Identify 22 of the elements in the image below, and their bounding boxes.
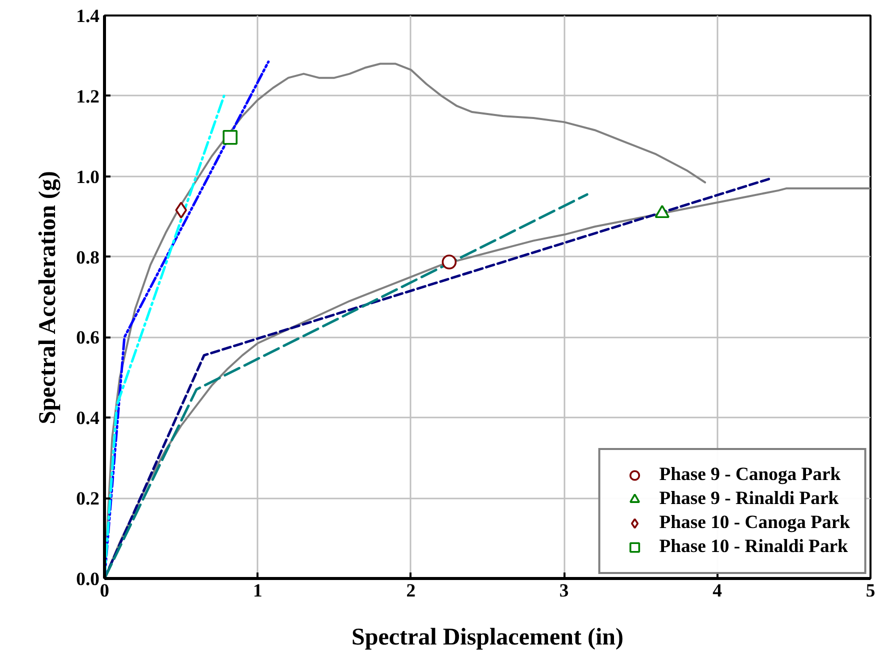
x-tick-label: 2: [406, 580, 416, 602]
x-tick-label: 5: [866, 580, 876, 602]
x-tick-label: 3: [559, 580, 569, 602]
point: [442, 254, 457, 270]
y-tick-label: 0.8: [76, 247, 100, 268]
y-axis-title: Spectral Acceleration (g): [35, 171, 62, 424]
y-tick-label: 1.0: [76, 166, 100, 188]
point: [222, 130, 238, 145]
legend-label: Phase 9 - Canoga Park: [659, 464, 841, 486]
legend-label: Phase 10 - Canoga Park: [659, 512, 850, 534]
y-tick-label: 0.6: [76, 328, 100, 349]
x-axis-title: Spectral Displacement (in): [352, 624, 624, 650]
y-tick-label: 0.4: [76, 408, 100, 430]
x-tick-label: 0: [100, 580, 110, 602]
x-tick-label: 1: [253, 580, 262, 602]
y-tick-label: 0.2: [76, 488, 100, 510]
legend-label: Phase 9 - Rinaldi Park: [659, 488, 839, 510]
legend-label: Phase 10 - Rinaldi Park: [659, 536, 848, 558]
x-tick-label: 4: [712, 580, 722, 602]
y-tick-label: 0.0: [76, 569, 100, 590]
y-tick-label: 1.2: [76, 86, 100, 108]
y-tick-label: 1.4: [76, 6, 100, 27]
